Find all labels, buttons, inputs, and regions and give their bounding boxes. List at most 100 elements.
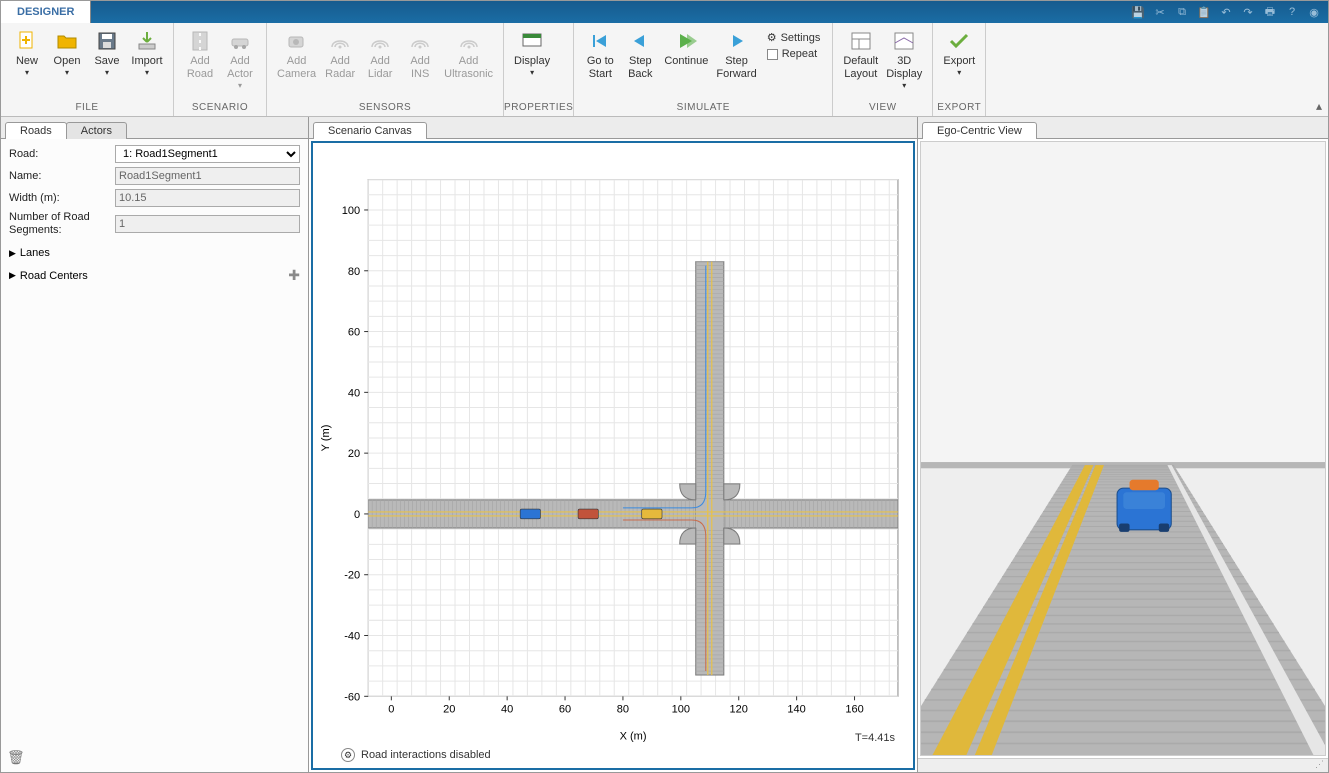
qat-paste-icon[interactable]: 📋 [1196, 6, 1212, 19]
settings-button[interactable]: ⚙Settings [767, 31, 821, 44]
svg-text:-20: -20 [344, 570, 360, 582]
display-icon [520, 29, 544, 53]
collapse-ribbon-icon[interactable]: ▴ [1316, 99, 1322, 113]
caret-right-icon: ▶ [9, 248, 16, 259]
ribbon-group-label: PROPERTIES [504, 100, 573, 116]
tree-item[interactable]: ▶Lanes [1, 243, 308, 263]
layout-icon [849, 29, 873, 53]
road-label: Road: [9, 148, 109, 160]
dropdown-caret-icon: ▾ [145, 68, 149, 78]
svg-text:100: 100 [672, 703, 690, 715]
actor-yellow [642, 509, 662, 519]
add-lidar-button: Add Lidar [360, 27, 400, 100]
qat-copy-icon[interactable]: ⧉ [1174, 6, 1190, 19]
svg-text:60: 60 [559, 703, 571, 715]
status-text: Road interactions disabled [361, 749, 491, 761]
ribbon: ▴ New ▾ Open ▾ Save ▾ Import [1, 23, 1328, 117]
canvas-status: ⚙ Road interactions disabled [341, 748, 491, 762]
width-field[interactable] [115, 189, 300, 207]
canvas-plot[interactable]: 020406080100120140160-60-40-200204060801… [313, 143, 913, 768]
app-window: DESIGNER 💾 ✂ ⧉ 📋 ↶ ↷ 🖶 ? ◉ ▴ New ▾ Open [0, 0, 1329, 773]
svg-text:120: 120 [730, 703, 748, 715]
ribbon-group-label: VIEW [833, 100, 932, 116]
step-fwd-button[interactable]: Step Forward [712, 27, 760, 100]
import-icon [135, 29, 159, 53]
center-tabstrip: Scenario Canvas [309, 117, 917, 139]
ego-view[interactable] [920, 141, 1326, 756]
resize-grip[interactable]: ⋰ [918, 758, 1328, 772]
new-button[interactable]: New ▾ [7, 27, 47, 100]
road-icon [188, 29, 212, 53]
tab-ego-view[interactable]: Ego-Centric View [922, 122, 1037, 139]
qat-undo-icon[interactable]: ↶ [1218, 6, 1234, 19]
svg-text:Y (m): Y (m) [320, 425, 332, 452]
ribbon-group-label: EXPORT [933, 100, 985, 116]
3d-display-button[interactable]: 3D Display ▾ [882, 27, 926, 100]
save-icon [95, 29, 119, 53]
lidar-icon [368, 29, 392, 53]
numseg-field[interactable] [115, 215, 300, 233]
save-button[interactable]: Save ▾ [87, 27, 127, 100]
dropdown-caret-icon: ▾ [25, 68, 29, 78]
step-back-button[interactable]: Step Back [620, 27, 660, 100]
actor-red [578, 509, 598, 519]
dropdown-caret-icon: ▾ [238, 81, 242, 91]
main: RoadsActors Road: 1: Road1Segment1 Name:… [1, 117, 1328, 772]
help-icon[interactable]: ? [1284, 6, 1300, 18]
road-form: Road: 1: Road1Segment1 Name: Width (m): … [1, 139, 308, 243]
svg-text:40: 40 [501, 703, 513, 715]
display-button[interactable]: Display ▾ [510, 27, 554, 100]
status-gear-icon[interactable]: ⚙ [341, 748, 355, 762]
svg-text:160: 160 [845, 703, 863, 715]
scenario-canvas[interactable]: 020406080100120140160-60-40-200204060801… [311, 141, 915, 770]
default-layout-button[interactable]: Default Layout [839, 27, 882, 100]
tree-item[interactable]: ▶Road Centers✚ [1, 263, 308, 288]
svg-text:140: 140 [787, 703, 805, 715]
trash-icon[interactable]: 🗑 [1, 743, 308, 772]
left-tabstrip: RoadsActors [1, 117, 308, 139]
road-select[interactable]: 1: Road1Segment1 [115, 145, 300, 163]
qat-print-icon[interactable]: 🖶 [1262, 3, 1278, 22]
svg-text:0: 0 [388, 703, 394, 715]
name-label: Name: [9, 170, 109, 182]
gear-icon: ⚙ [767, 31, 777, 44]
add-ultrasonic-button: Add Ultrasonic [440, 27, 497, 100]
goto-start-button[interactable]: Go to Start [580, 27, 620, 100]
tab-scenario-canvas[interactable]: Scenario Canvas [313, 122, 427, 139]
ribbon-group-label: SIMULATE [574, 100, 832, 116]
dropdown-caret-icon: ▾ [105, 68, 109, 78]
add-actor-button: Add Actor ▾ [220, 27, 260, 100]
play-icon [674, 29, 698, 53]
folder-icon [55, 29, 79, 53]
check-icon [947, 29, 971, 53]
car-icon [228, 29, 252, 53]
numseg-label: Number of Road Segments: [9, 211, 109, 237]
svg-text:20: 20 [443, 703, 455, 715]
open-button[interactable]: Open ▾ [47, 27, 87, 100]
add-ins-button: Add INS [400, 27, 440, 100]
continue-button[interactable]: Continue [660, 27, 712, 100]
right-panel: Ego-Centric View ⋰ [918, 117, 1328, 772]
ego-plot [921, 142, 1325, 755]
svg-text:80: 80 [617, 703, 629, 715]
actor-blue [520, 509, 540, 519]
repeat-check[interactable]: Repeat [767, 48, 821, 60]
svg-text:80: 80 [348, 266, 360, 278]
qat-save-icon[interactable]: 💾 [1130, 6, 1146, 19]
stepfwd-icon [725, 29, 749, 53]
export-button[interactable]: Export ▾ [939, 27, 979, 100]
tab-roads[interactable]: Roads [5, 122, 67, 139]
svg-text:100: 100 [342, 205, 360, 217]
svg-text:40: 40 [348, 387, 360, 399]
svg-text:-40: -40 [344, 631, 360, 643]
tab-actors[interactable]: Actors [66, 122, 127, 139]
qat-cut-icon[interactable]: ✂ [1152, 6, 1168, 19]
name-field[interactable] [115, 167, 300, 185]
app-menu-icon[interactable]: ◉ [1306, 6, 1322, 19]
add-icon[interactable]: ✚ [288, 267, 300, 284]
ins-icon [408, 29, 432, 53]
ribbon-tab-designer[interactable]: DESIGNER [1, 1, 91, 23]
qat-redo-icon[interactable]: ↷ [1240, 6, 1256, 19]
svg-text:60: 60 [348, 327, 360, 339]
import-button[interactable]: Import ▾ [127, 27, 167, 100]
